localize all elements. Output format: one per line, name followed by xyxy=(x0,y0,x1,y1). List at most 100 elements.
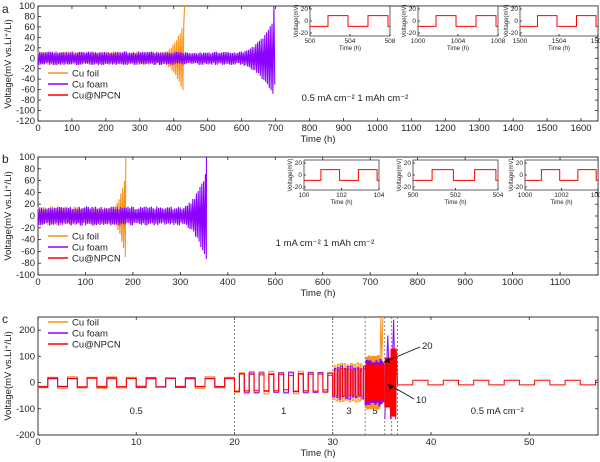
y-tick-label: -40 xyxy=(21,74,35,85)
x-tick-label: 200 xyxy=(125,277,141,288)
legend-label: Cu foam xyxy=(72,329,108,340)
x-tick-label: 0 xyxy=(35,123,40,134)
y-tick-label: 80 xyxy=(24,164,35,175)
y-tick-label: 20 xyxy=(24,43,35,54)
inset-y-title: Voltage(mV) xyxy=(509,158,515,191)
inset-x-tick-label: 1008 xyxy=(491,38,506,45)
legend-label: Cu@NPCN xyxy=(72,254,121,265)
x-tick-label: 50 xyxy=(524,437,535,448)
inset-x-title: Time (h) xyxy=(548,46,570,52)
legend-label: Cu foil xyxy=(72,318,99,329)
inset-y-tick-label: -20 xyxy=(509,30,519,37)
inset-x-tick-label: 1000 xyxy=(518,192,533,199)
x-tick-label: 1500 xyxy=(537,123,558,134)
inset-3: -20 0 20 1000 1002 1004 Time (h) Voltage(mV) xyxy=(509,158,600,206)
x-tick-label: 1100 xyxy=(550,277,570,288)
inset-frame xyxy=(524,159,599,191)
x-tick-label: 1000 xyxy=(502,277,523,288)
inset-x-tick-label: 104 xyxy=(374,192,385,199)
x-axis-title: Time (h) xyxy=(300,448,335,459)
inset-1: -20 0 20 100 102 104 Time (h) Voltage(mV) xyxy=(288,158,385,206)
x-tick-label: 1600 xyxy=(570,123,591,134)
x-axis-title: Time (h) xyxy=(300,134,335,145)
condition-annotation: 1 mA cm⁻² 1 mAh cm⁻² xyxy=(276,238,375,249)
x-tick-label: 300 xyxy=(172,277,188,288)
panel-letter: b xyxy=(2,152,9,166)
x-tick-label: 200 xyxy=(98,123,114,134)
inset-y-title: Voltage(mV) xyxy=(288,158,294,191)
x-tick-label: 600 xyxy=(234,123,250,134)
inset-y-tick-label: -20 xyxy=(299,30,309,37)
x-tick-label: 0 xyxy=(35,437,40,448)
y-tick-label: 20 xyxy=(24,199,35,210)
plot-frame xyxy=(37,316,599,436)
inset-x-tick-label: 1504 xyxy=(552,38,567,45)
callout-arrow-20 xyxy=(383,346,421,363)
inset-x-tick-label: 500 xyxy=(408,192,419,199)
y-tick-label: 0 xyxy=(30,211,35,222)
callout-arrowhead-20 xyxy=(384,357,390,363)
y-axis-title: Voltage(mV vs.Li⁺/Li) xyxy=(3,171,14,261)
x-tick-label: 100 xyxy=(64,123,80,134)
y-tick-label: 60 xyxy=(24,22,35,33)
panel-letter: c xyxy=(2,312,8,326)
y-tick-label: -60 xyxy=(21,85,35,96)
y-tick-label: 0 xyxy=(30,378,35,389)
x-tick-label: 10 xyxy=(131,437,142,448)
y-tick-label: -20 xyxy=(21,64,35,75)
panel-b: 0 100 200 300 400 500 600 700 800 900 1000 1100-100… xyxy=(2,152,600,299)
inset-frame xyxy=(412,159,499,191)
y-tick-label: -20 xyxy=(21,223,35,234)
y-tick-label: -100 xyxy=(16,106,35,117)
inset-x-tick-label: 1000 xyxy=(411,38,426,45)
inset-y-tick-label: 0 xyxy=(407,172,411,179)
y-tick-label: 80 xyxy=(24,11,35,22)
y-tick-label: -200 xyxy=(16,430,35,441)
legend-label: Cu foil xyxy=(72,232,99,243)
inset-y-tick-label: 0 xyxy=(304,18,308,25)
inset-y-tick-label: 20 xyxy=(301,6,309,13)
inset-x-tick-label: 504 xyxy=(493,192,504,199)
inset-frame xyxy=(309,5,391,37)
x-tick-label: 30 xyxy=(327,437,338,448)
condition-annotation: 0.5 mA cm⁻² 1 mAh cm⁻² xyxy=(302,93,409,104)
y-tick-label: -60 xyxy=(21,246,35,257)
x-axis-title: Time (h) xyxy=(300,288,335,299)
inset-y-tick-label: -20 xyxy=(514,184,524,191)
y-axis-title: Voltage(mV vs.Li⁺/Li) xyxy=(3,331,14,421)
inset-y-title: Voltage(mV) xyxy=(294,4,300,37)
y-tick-label: -100 xyxy=(16,404,35,415)
inset-y-tick-label: -20 xyxy=(407,30,417,37)
y-tick-label: 100 xyxy=(19,351,35,362)
inset-x-tick-label: 500 xyxy=(305,38,316,45)
series-cu-npcn xyxy=(38,363,385,402)
y-tick-label: 40 xyxy=(24,187,35,198)
legend-label: Cu foam xyxy=(72,243,108,254)
x-tick-label: 20 xyxy=(229,437,240,448)
x-tick-label: 500 xyxy=(267,277,283,288)
rate-label: 5 xyxy=(372,406,377,417)
inset-x-title: Time (h) xyxy=(339,46,361,52)
panel-c: 0 10 20 30 40 50 -200 -100 0 100 200 Time (h) Voltag… xyxy=(2,312,599,459)
series-cu-foil xyxy=(37,5,186,91)
legend-label: Cu foil xyxy=(72,69,99,80)
inset-y-tick-label: 20 xyxy=(409,6,417,13)
x-tick-label: 800 xyxy=(302,123,318,134)
x-tick-label: 300 xyxy=(132,123,148,134)
panel-letter: a xyxy=(2,2,9,16)
inset-x-title: Time (h) xyxy=(444,200,466,206)
y-tick-label: -100 xyxy=(16,270,35,281)
x-tick-label: 900 xyxy=(457,277,473,288)
inset-x-tick-label: 508 xyxy=(385,38,396,45)
inset-y-tick-label: -20 xyxy=(402,184,412,191)
inset-2: -20 0 20 1000 1004 1008 Time (h) Voltage(mV) xyxy=(402,4,506,52)
inset-x-tick-label: 1500 xyxy=(513,38,528,45)
series-cu-npcn-high-rate xyxy=(384,348,598,417)
y-tick-label: 60 xyxy=(24,176,35,187)
x-tick-label: 900 xyxy=(336,123,352,134)
y-tick-label: -80 xyxy=(21,258,35,269)
y-tick-label: 200 xyxy=(19,325,35,336)
y-tick-label: 100 xyxy=(19,1,35,12)
x-tick-label: 0 xyxy=(35,277,40,288)
